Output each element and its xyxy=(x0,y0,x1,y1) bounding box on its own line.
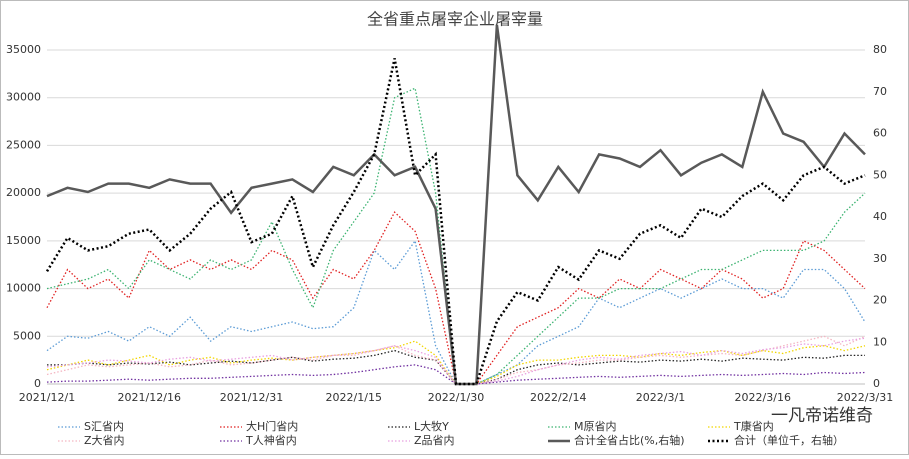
watermark: 一凡帝诺维奇 xyxy=(771,406,873,426)
y-tick-label: 35000 xyxy=(6,43,41,56)
legend-label: Z品省内 xyxy=(414,433,455,447)
x-tick-label: 2022/3/16 xyxy=(735,391,791,404)
legend-label: 合计（单位千，右轴） xyxy=(734,433,844,447)
x-tick-label: 2022/3/1 xyxy=(636,391,685,404)
x-tick-label: 2021/12/31 xyxy=(220,391,283,404)
legend-label: T康省内 xyxy=(733,419,774,433)
y2-tick-label: 30 xyxy=(873,252,887,265)
y2-tick-label: 0 xyxy=(873,377,880,390)
legend-label: L大牧Y xyxy=(414,419,449,433)
x-tick-label: 2022/3/31 xyxy=(837,391,893,404)
legend-label: M原省内 xyxy=(574,419,617,433)
y2-tick-label: 50 xyxy=(873,168,887,181)
legend-label: S汇省内 xyxy=(84,419,124,433)
y2-tick-label: 10 xyxy=(873,335,887,348)
series-line xyxy=(46,211,866,385)
y-tick-label: 15000 xyxy=(6,234,41,247)
legend-label: Z大省内 xyxy=(84,433,125,447)
y-tick-label: 0 xyxy=(34,377,41,390)
y2-tick-label: 60 xyxy=(873,127,887,140)
y-tick-label: 25000 xyxy=(6,138,41,151)
y2-tick-label: 80 xyxy=(873,43,887,56)
y-tick-label: 10000 xyxy=(6,282,41,295)
x-tick-label: 2021/12/1 xyxy=(19,391,75,404)
y2-tick-label: 20 xyxy=(873,294,887,307)
y-tick-label: 20000 xyxy=(6,186,41,199)
legend-label: T人神省内 xyxy=(245,433,297,447)
x-tick-label: 2022/2/14 xyxy=(530,391,586,404)
legend-label: 大H门省内 xyxy=(246,419,298,433)
y2-tick-label: 70 xyxy=(873,85,887,98)
legend-label: 合计全省占比(%,右轴) xyxy=(574,433,685,447)
y-tick-label: 5000 xyxy=(13,329,41,342)
series-line xyxy=(46,239,866,385)
y-tick-label: 30000 xyxy=(6,91,41,104)
y2-tick-label: 40 xyxy=(873,210,887,223)
x-tick-label: 2021/12/16 xyxy=(118,391,181,404)
x-tick-label: 2022/1/30 xyxy=(428,391,484,404)
chart-title: 全省重点屠宰企业屠宰量 xyxy=(367,10,543,29)
x-tick-label: 2022/1/15 xyxy=(326,391,382,404)
series-line xyxy=(45,58,866,386)
